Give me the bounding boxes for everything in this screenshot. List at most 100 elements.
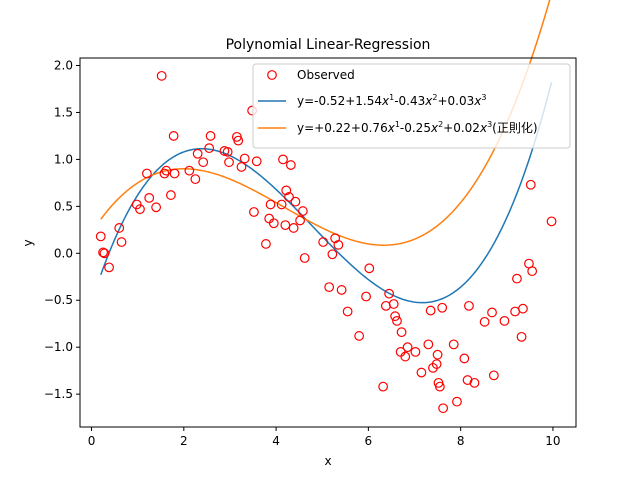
observed-point bbox=[236, 162, 247, 172]
observed-point bbox=[546, 216, 557, 227]
y-tick-label: 0.0 bbox=[54, 246, 73, 260]
observed-point bbox=[222, 146, 233, 157]
observed-point bbox=[265, 199, 276, 210]
observed-point bbox=[251, 156, 262, 167]
observed-point bbox=[361, 291, 371, 302]
observed-point bbox=[276, 199, 287, 210]
observed-point bbox=[104, 262, 114, 273]
observed-point bbox=[285, 160, 296, 170]
observed-point bbox=[278, 154, 288, 165]
observed-point bbox=[190, 174, 201, 185]
observed-point bbox=[425, 305, 436, 316]
y-tick-label: −1.5 bbox=[44, 387, 73, 401]
observed-point bbox=[487, 307, 497, 318]
observed-point bbox=[527, 266, 538, 277]
observed-point bbox=[318, 237, 329, 247]
y-tick-label: 1.0 bbox=[54, 152, 73, 166]
observed-point bbox=[464, 300, 474, 311]
observed-point bbox=[416, 367, 427, 378]
legend-fit-t1: -0.43 bbox=[394, 94, 425, 108]
observed-point bbox=[327, 249, 338, 260]
observed-point bbox=[144, 192, 155, 203]
observed-point bbox=[469, 377, 480, 388]
observed-point bbox=[525, 179, 536, 190]
observed-point bbox=[135, 204, 145, 215]
observed-point bbox=[281, 185, 292, 196]
observed-point bbox=[479, 316, 490, 327]
x-tick-label: 2 bbox=[180, 434, 188, 448]
x-tick-label: 0 bbox=[88, 434, 96, 448]
observed-point bbox=[288, 223, 299, 233]
y-tick-label: 0.5 bbox=[54, 199, 73, 213]
x-tick-label: 6 bbox=[365, 434, 373, 448]
observed-point bbox=[438, 403, 449, 414]
observed-point bbox=[396, 327, 407, 338]
observed-point bbox=[410, 346, 421, 357]
y-axis: −1.5 −1.0 −0.5 0.0 0.5 1.0 1.5 2.0 bbox=[44, 59, 80, 401]
observed-point bbox=[364, 263, 375, 274]
observed-point bbox=[452, 396, 462, 407]
series-line-fit bbox=[100, 82, 553, 304]
y-tick-label: −1.0 bbox=[44, 340, 73, 354]
observed-point bbox=[249, 207, 259, 217]
observed-point bbox=[516, 331, 527, 342]
y-tick-label: 2.0 bbox=[54, 59, 73, 73]
observed-point bbox=[161, 165, 172, 176]
observed-point bbox=[114, 223, 125, 233]
observed-point bbox=[336, 285, 347, 295]
x-tick-label: 10 bbox=[545, 434, 560, 448]
observed-point bbox=[268, 218, 279, 229]
observed-point bbox=[488, 370, 499, 381]
observed-point bbox=[384, 288, 395, 299]
observed-point bbox=[151, 202, 162, 213]
legend-ridge-tail: (正則化) bbox=[492, 121, 537, 135]
observed-point bbox=[284, 192, 294, 202]
observed-point bbox=[204, 143, 215, 154]
observed-point bbox=[261, 239, 271, 249]
legend-observed-marker bbox=[267, 70, 277, 80]
observed-point bbox=[459, 353, 470, 364]
observed-point bbox=[432, 349, 443, 360]
observed-point bbox=[116, 237, 127, 247]
observed-point bbox=[205, 131, 216, 141]
legend-frame bbox=[252, 63, 571, 149]
legend-ridge-intercept: y=+0.22+0.76 bbox=[297, 121, 388, 135]
observed-point bbox=[354, 331, 365, 341]
observed-point bbox=[168, 131, 179, 141]
observed-point bbox=[184, 165, 195, 176]
observed-point bbox=[388, 299, 399, 309]
legend-fit-t2: +0.03 bbox=[437, 94, 474, 108]
observed-point bbox=[192, 148, 203, 159]
points-layer bbox=[95, 70, 557, 414]
x-axis-title: x bbox=[324, 454, 331, 468]
observed-point bbox=[141, 168, 152, 179]
observed-point bbox=[233, 135, 244, 146]
chart-title: Polynomial Linear-Regression bbox=[226, 37, 431, 53]
legend-fit-label: y=-0.52+1.54x1-0.43x2+0.03x3 bbox=[297, 93, 486, 108]
observed-point bbox=[290, 196, 301, 207]
legend: Observed y=-0.52+1.54x1-0.43x2+0.03x3 y=… bbox=[252, 63, 571, 149]
observed-point bbox=[159, 168, 170, 179]
legend-ridge-t1: -0.25 bbox=[400, 121, 431, 135]
observed-point bbox=[99, 248, 110, 259]
observed-point bbox=[512, 273, 522, 284]
observed-point bbox=[434, 381, 445, 392]
x-axis: 0 2 4 6 8 10 bbox=[88, 427, 561, 448]
observed-point bbox=[423, 339, 434, 350]
observed-point bbox=[462, 375, 473, 385]
legend-ridge-label: y=+0.22+0.76x1-0.25x2+0.02x3(正則化) bbox=[297, 120, 538, 135]
x-tick-label: 8 bbox=[457, 434, 465, 448]
observed-point bbox=[333, 239, 344, 250]
observed-point bbox=[297, 206, 308, 216]
observed-point bbox=[295, 215, 305, 226]
observed-point bbox=[280, 220, 291, 231]
observed-point bbox=[95, 231, 106, 242]
observed-point bbox=[392, 316, 402, 326]
observed-point bbox=[299, 253, 310, 263]
observed-point bbox=[431, 359, 442, 369]
observed-point bbox=[448, 339, 459, 350]
observed-point bbox=[169, 168, 180, 179]
y-tick-label: 1.5 bbox=[54, 105, 73, 119]
observed-point bbox=[98, 247, 108, 258]
